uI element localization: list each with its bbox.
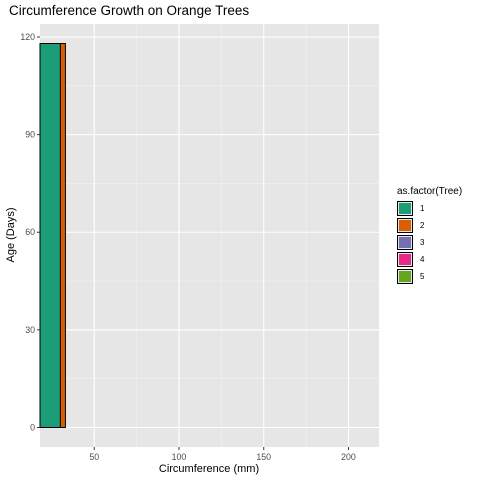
x-tick-label: 100 — [172, 452, 187, 462]
legend-item: 3 — [397, 235, 457, 252]
x-axis-title: Circumference (mm) — [159, 463, 259, 475]
legend-key — [397, 218, 413, 233]
x-axis-ticks: 50 100 150 200 — [89, 447, 356, 462]
legend-label: 4 — [420, 255, 425, 264]
legend-key — [397, 269, 413, 284]
legend-label: 3 — [420, 238, 425, 247]
legend-swatch — [399, 237, 411, 248]
bar-tree-1 — [39, 43, 61, 428]
legend-item: 2 — [397, 218, 457, 235]
legend-swatch — [399, 203, 411, 214]
legend-label: 2 — [420, 221, 425, 230]
y-tick-label: 120 — [20, 32, 35, 42]
legend-swatch — [399, 254, 411, 265]
legend-item: 5 — [397, 269, 457, 286]
legend-key — [397, 252, 413, 267]
y-tick-label: 90 — [25, 130, 35, 140]
y-axis-title: Age (Days) — [5, 207, 17, 262]
y-tick-label: 60 — [25, 227, 35, 237]
x-tick-label: 50 — [89, 452, 99, 462]
y-tick-label: 0 — [30, 422, 35, 432]
legend-item: 1 — [397, 201, 457, 218]
bars — [39, 43, 66, 428]
chart-title: Circumference Growth on Orange Trees — [9, 3, 250, 18]
legend-key — [397, 201, 413, 216]
y-tick-label: 30 — [25, 325, 35, 335]
legend-key — [397, 235, 413, 250]
grid-lines — [40, 24, 379, 447]
legend-swatch — [399, 220, 411, 231]
legend-swatch — [399, 271, 411, 282]
legend-label: 1 — [420, 204, 425, 213]
legend-item: 4 — [397, 252, 457, 269]
legend-title: as.factor(Tree) — [397, 186, 463, 197]
legend-label: 5 — [420, 272, 425, 281]
y-axis-ticks: 0 30 60 90 120 — [20, 32, 40, 432]
plot-panel — [40, 24, 379, 447]
x-tick-label: 150 — [256, 452, 271, 462]
x-tick-label: 200 — [341, 452, 356, 462]
